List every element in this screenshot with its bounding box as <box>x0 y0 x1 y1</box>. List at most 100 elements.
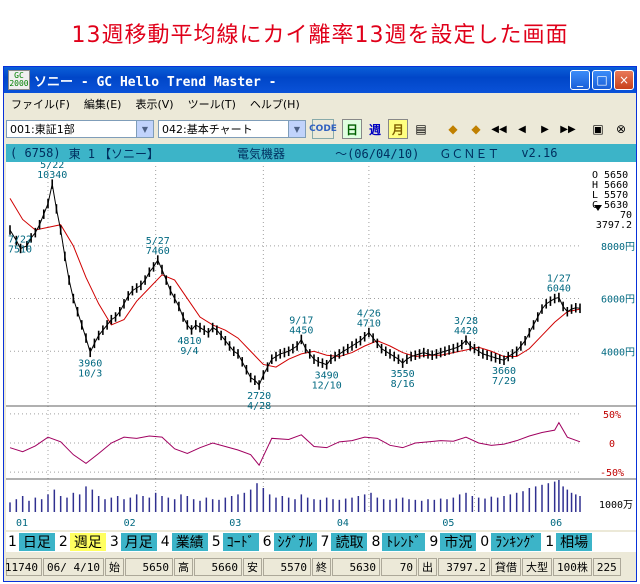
stock-info-bar: ( 6758) 東 1 【ソニー】 電気機器 ～(06/04/10) ＧＣＮＥＴ… <box>6 144 636 162</box>
fast-forward-icon[interactable]: ▶▶ <box>560 123 576 135</box>
status-close-label: 終 <box>311 558 331 576</box>
tab-label: 市況 <box>440 533 477 551</box>
price-axis-label: 8000円 <box>601 242 635 253</box>
tab-0[interactable]: 1 日足 <box>6 533 55 551</box>
annotation-date: 7/22 <box>8 235 32 246</box>
print-icon[interactable]: ▤ <box>415 122 427 136</box>
ohlc-low: L 5570 <box>592 190 628 201</box>
chart-settings-icon[interactable]: ▣ <box>592 122 604 136</box>
tab-10[interactable]: 1 相場 <box>543 533 593 551</box>
chart-select[interactable]: 042:基本チャート ▼ <box>158 120 306 138</box>
annotation-date: 4/28 <box>247 401 271 412</box>
price-axis-label: 6000円 <box>601 295 635 306</box>
tab-label: 月足 <box>120 533 157 551</box>
monthly-button[interactable]: 月 <box>388 119 408 139</box>
status-change: 70 <box>380 558 417 576</box>
stock-name: 【ソニー】 <box>99 146 160 161</box>
maximize-button[interactable]: □ <box>592 70 612 90</box>
annotation-date: 8/16 <box>391 379 415 390</box>
tab-number: 4 <box>160 534 170 550</box>
menu-file[interactable]: ファイル(F) <box>11 98 70 111</box>
nav-first-diamond-icon[interactable]: ◆ <box>448 122 458 136</box>
menu-tools[interactable]: ツール(T) <box>187 98 236 111</box>
tab-1[interactable]: 2 週足 <box>57 533 106 551</box>
tab-7[interactable]: 8 ﾄﾚﾝﾄﾞ <box>369 533 426 551</box>
market-select-value: 001:東証1部 <box>10 123 75 136</box>
step-back-icon[interactable]: ◀ <box>518 123 526 135</box>
x-axis-label: 04 <box>337 518 349 529</box>
menu-help[interactable]: ヘルプ(H) <box>249 98 300 111</box>
app-logo-icon: GC 2000 <box>8 70 30 90</box>
daily-button[interactable]: 日 <box>342 119 362 139</box>
status-low: 5570 <box>262 558 311 576</box>
nav-second-diamond-icon[interactable]: ◆ <box>471 122 481 136</box>
price-axis-label: 4000円 <box>601 347 635 358</box>
status-volume: 11740 <box>5 558 42 576</box>
tab-label: 週足 <box>69 533 106 551</box>
stock-industry: 電気機器 <box>237 146 286 161</box>
tab-2[interactable]: 3 月足 <box>108 533 157 551</box>
status-low-label: 安 <box>242 558 262 576</box>
tab-number: 2 <box>58 534 68 550</box>
tab-number: 1 <box>8 534 17 550</box>
ohlc-high: H 5660 <box>592 180 628 191</box>
minimize-button[interactable]: _ <box>570 70 590 90</box>
chevron-down-icon[interactable]: ▼ <box>288 121 305 137</box>
tab-number: 5 <box>211 534 221 550</box>
annotation-value: 4450 <box>289 325 313 336</box>
chevron-down-icon[interactable]: ▼ <box>136 121 153 137</box>
code-button[interactable]: CODE <box>309 119 337 139</box>
status-out-label: 出 <box>417 558 437 576</box>
deviation-axis-label: 0 <box>609 439 615 450</box>
tab-3[interactable]: 4 業績 <box>159 533 208 551</box>
menu-view[interactable]: 表示(V) <box>135 98 174 111</box>
title-bar[interactable]: GC 2000 ソニー - GC Hello Trend Master - _ □… <box>4 67 636 93</box>
deviation-axis-label: 50% <box>603 410 621 421</box>
stock-market: 東 1 <box>68 146 96 161</box>
price-series-line <box>9 184 581 386</box>
step-forward-icon[interactable]: ▶ <box>541 123 549 135</box>
annotation-date: 7/29 <box>492 376 516 387</box>
tab-9[interactable]: 0 ﾗﾝｷﾝｸﾞ <box>478 533 542 551</box>
status-count: 225 <box>592 558 621 576</box>
tab-6[interactable]: 7 読取 <box>319 533 368 551</box>
annotation-value: 4810 <box>177 336 201 347</box>
tab-number: 1 <box>545 534 555 550</box>
weekly-button[interactable]: 週 <box>368 122 381 137</box>
annotation-value: 2720 <box>247 391 271 402</box>
annotation-date: 10/3 <box>78 368 102 379</box>
x-axis-label: 05 <box>442 518 454 529</box>
tab-bar: 1 日足 2 週足 3 月足 4 業績 5 ｺｰﾄﾞ 6 ｼｸﾞﾅﾙ 7 読取 8 ﾄﾚﾝﾄﾞ 9 市況 0 ﾗﾝｷﾝ… <box>6 532 636 552</box>
window-title: ソニー - GC Hello Trend Master - <box>34 74 277 90</box>
annotation-date: 12/10 <box>312 381 342 392</box>
tab-5[interactable]: 6 ｼｸﾞﾅﾙ <box>261 533 317 551</box>
deviation-series-line <box>9 421 581 467</box>
ohlc-change: 70 <box>620 210 632 221</box>
status-open-label: 始 <box>104 558 124 576</box>
rewind-icon[interactable]: ◀◀ <box>491 123 507 135</box>
annotation-value: 6040 <box>547 283 571 294</box>
tab-4[interactable]: 5 ｺｰﾄﾞ <box>210 533 259 551</box>
app-window: GC 2000 ソニー - GC Hello Trend Master - _ □… <box>3 66 637 582</box>
tab-number: 8 <box>371 534 381 550</box>
tab-number: 0 <box>480 534 490 550</box>
close-button[interactable]: × <box>614 70 634 90</box>
tab-8[interactable]: 9 市況 <box>427 533 477 551</box>
annotation-value: 4710 <box>357 319 381 330</box>
status-open: 5650 <box>124 558 173 576</box>
down-arrow-icon <box>594 205 602 211</box>
status-high-label: 高 <box>173 558 193 576</box>
chart-area[interactable]: 8000円 6000円 4000円 50% 0 -50% 1000万 7/22 7510 5/22… <box>6 160 636 514</box>
annotation-value: 7460 <box>146 246 170 257</box>
tab-label: ｼｸﾞﾅﾙ <box>273 533 317 551</box>
status-bar: 11740 06/ 4/10 始 5650 高 5660 安 5570 終 56… <box>5 556 636 578</box>
x-axis-label: 06 <box>550 518 562 529</box>
status-close: 5630 <box>331 558 380 576</box>
market-select[interactable]: 001:東証1部 ▼ <box>6 120 154 138</box>
menu-edit[interactable]: 編集(E) <box>83 98 122 111</box>
x-axis-label: 02 <box>124 518 136 529</box>
status-high: 5660 <box>193 558 242 576</box>
annotation-value: 10340 <box>37 170 67 181</box>
close-chart-icon[interactable]: ⊗ <box>615 122 627 136</box>
